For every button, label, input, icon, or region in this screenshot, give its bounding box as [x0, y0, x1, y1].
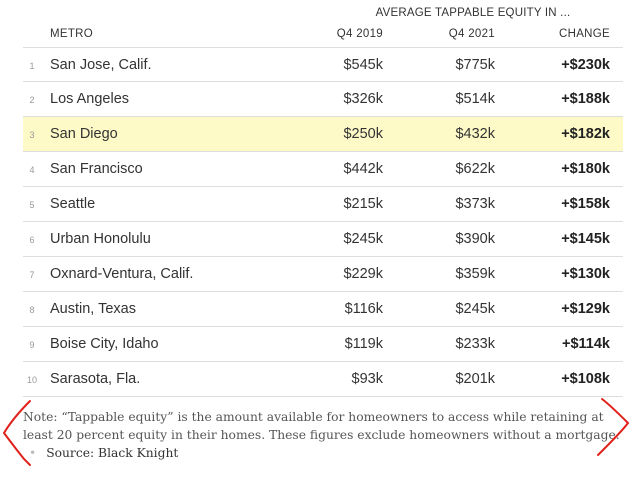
footnote-text: Note: “Tappable equity” is the amount av…	[23, 410, 620, 442]
value-change: +$182k	[561, 126, 610, 142]
value-change: +$129k	[561, 301, 610, 317]
table-row: 10 Sarasota, Fla. $93k $201k +$108k	[23, 362, 623, 397]
column-header-q4-2019: Q4 2019	[336, 28, 383, 40]
table-row: 2 Los Angeles $326k $514k +$188k	[23, 82, 623, 117]
metro-name: San Diego	[50, 126, 118, 142]
value-q4-2019: $442k	[343, 161, 383, 177]
value-q4-2019: $229k	[343, 266, 383, 282]
footnote: Note: “Tappable equity” is the amount av…	[23, 408, 623, 462]
column-header-change: CHANGE	[558, 28, 610, 40]
value-q4-2019: $93k	[351, 371, 383, 387]
group-header: AVERAGE TAPPABLE EQUITY IN ...	[375, 7, 571, 19]
table-row-highlighted: 3 San Diego $250k $432k +$182k	[23, 117, 623, 152]
rank: 8	[29, 305, 35, 315]
value-change: +$158k	[561, 196, 610, 212]
metro-name: Boise City, Idaho	[50, 336, 159, 352]
value-q4-2019: $215k	[343, 196, 383, 212]
table-row: 4 San Francisco $442k $622k +$180k	[23, 152, 623, 187]
table-row: 9 Boise City, Idaho $119k $233k +$114k	[23, 327, 623, 362]
value-q4-2021: $201k	[455, 371, 495, 387]
column-header-metro: METRO	[50, 28, 94, 40]
column-header-q4-2021: Q4 2021	[448, 28, 495, 40]
separator-dot: •	[29, 446, 37, 460]
table-row: 7 Oxnard-Ventura, Calif. $229k $359k +$1…	[23, 257, 623, 292]
table-body: 1 San Jose, Calif. $545k $775k +$230k 2 …	[23, 47, 623, 397]
rank: 7	[29, 270, 35, 280]
rank: 1	[29, 61, 35, 71]
value-q4-2021: $622k	[455, 161, 495, 177]
table-row: 5 Seattle $215k $373k +$158k	[23, 187, 623, 222]
metro-name: Urban Honolulu	[50, 231, 151, 247]
metro-name: Seattle	[50, 196, 96, 212]
left-annotation-bracket	[2, 400, 31, 466]
source-text: Source: Black Knight	[46, 446, 179, 460]
value-change: +$188k	[561, 91, 610, 107]
value-q4-2021: $245k	[455, 301, 495, 317]
value-q4-2019: $119k	[344, 336, 383, 352]
column-header-row: METRO Q4 2019 Q4 2021 CHANGE	[23, 28, 623, 48]
value-change: +$108k	[561, 371, 610, 387]
rank: 4	[29, 165, 35, 175]
metro-name: Austin, Texas	[50, 301, 136, 317]
rank: 9	[29, 340, 35, 350]
value-q4-2019: $326k	[343, 91, 383, 107]
rank: 5	[29, 200, 35, 210]
value-q4-2021: $514k	[455, 91, 495, 107]
rank: 3	[29, 130, 35, 140]
value-q4-2021: $373k	[455, 196, 495, 212]
metro-name: San Francisco	[50, 161, 143, 177]
value-q4-2021: $359k	[455, 266, 495, 282]
metro-name: San Jose, Calif.	[50, 57, 152, 73]
value-change: +$230k	[561, 57, 610, 73]
rank: 10	[26, 375, 37, 385]
value-q4-2021: $432k	[455, 126, 495, 142]
table-row: 1 San Jose, Calif. $545k $775k +$230k	[23, 47, 623, 82]
value-q4-2021: $233k	[455, 336, 495, 352]
value-change: +$180k	[561, 161, 610, 177]
metro-name: Sarasota, Fla.	[50, 371, 141, 387]
metro-name: Oxnard-Ventura, Calif.	[50, 266, 194, 282]
table-row: 8 Austin, Texas $116k $245k +$129k	[23, 292, 623, 327]
rank: 2	[29, 95, 35, 105]
value-change: +$114k	[562, 336, 610, 352]
value-q4-2019: $545k	[343, 57, 383, 73]
value-q4-2021: $775k	[455, 57, 495, 73]
value-change: +$130k	[561, 266, 610, 282]
value-q4-2019: $245k	[343, 231, 383, 247]
metro-name: Los Angeles	[50, 91, 130, 107]
value-change: +$145k	[561, 231, 610, 247]
value-q4-2021: $390k	[455, 231, 495, 247]
table-row: 6 Urban Honolulu $245k $390k +$145k	[23, 222, 623, 257]
value-q4-2019: $250k	[343, 126, 383, 142]
value-q4-2019: $116k	[344, 301, 383, 317]
rank: 6	[29, 235, 35, 245]
right-annotation-bracket	[597, 398, 630, 456]
